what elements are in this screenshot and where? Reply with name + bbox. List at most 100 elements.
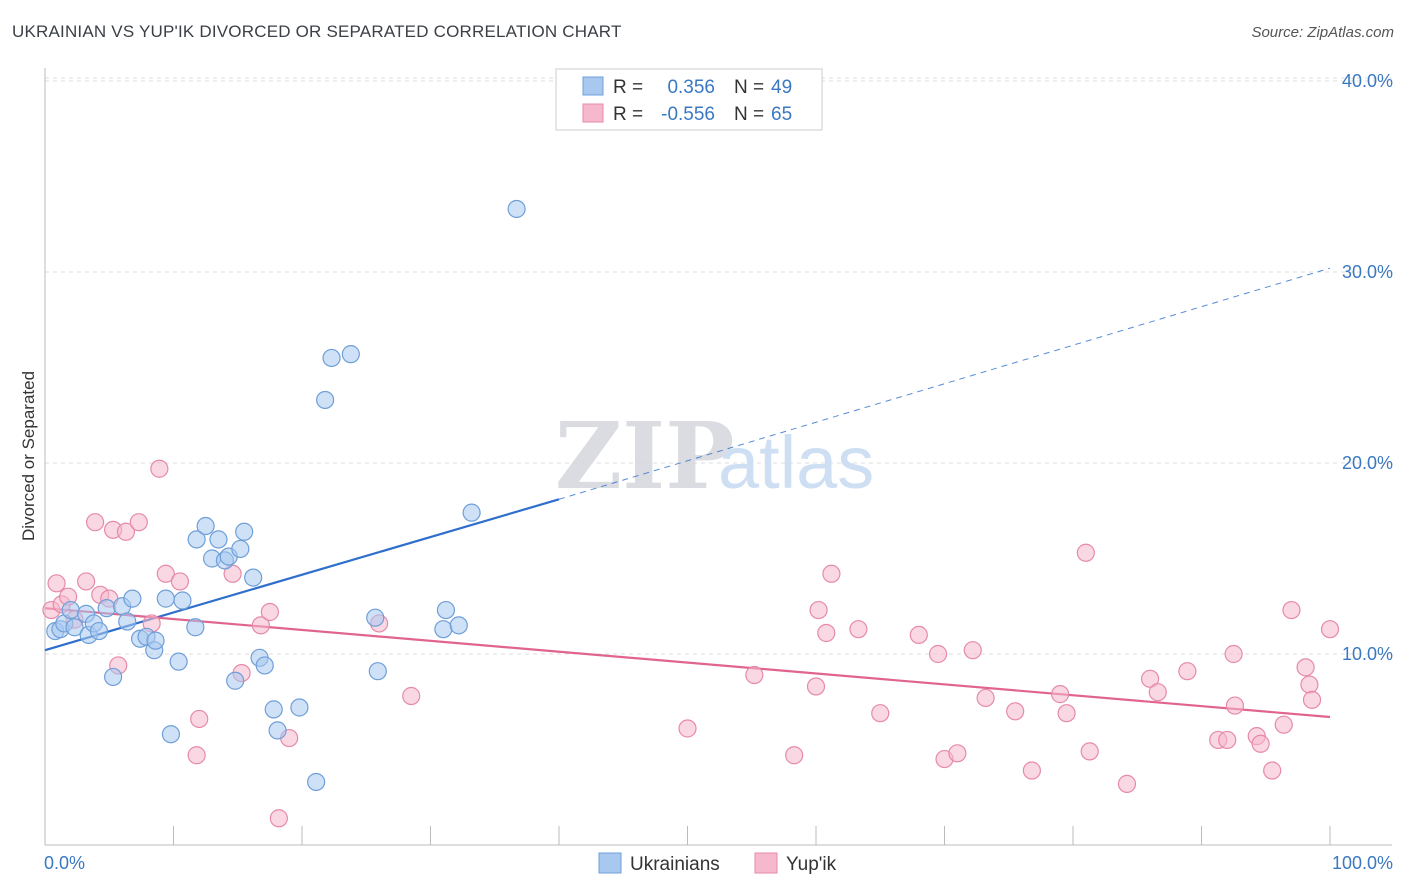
x-axis-ticks: [44, 826, 1331, 845]
ukrainians-point: [89, 621, 109, 641]
yupik-point: [269, 809, 288, 828]
legend-swatch-ukrainians: [582, 76, 604, 96]
yupik-point: [1117, 774, 1137, 793]
legend-r-value-2: -0.556: [661, 104, 715, 125]
ukrainians-point: [235, 522, 254, 541]
yupik-point: [190, 709, 209, 729]
x-tick-label-max: 100.0%: [1332, 853, 1393, 873]
ukrainians-point: [322, 348, 341, 368]
legend-swatch-yupik: [582, 103, 604, 123]
ukrainians-point: [161, 725, 181, 744]
legend-n-value-2: 65: [771, 104, 792, 125]
yupik-point: [785, 746, 804, 765]
chart-title: UKRAINIAN VS YUP'IK DIVORCED OR SEPARATE…: [12, 22, 622, 41]
y-axis-title: Divorced or Separated: [19, 371, 38, 541]
y-axis-tick-labels: 10.0% 20.0% 30.0% 40.0%: [1342, 71, 1393, 664]
yupik-point: [1076, 543, 1095, 562]
yupik-point: [251, 616, 270, 635]
ukrainians-point: [434, 620, 453, 639]
bottom-legend-swatch-ukrainians: [598, 852, 622, 874]
yupik-point: [1218, 730, 1237, 750]
ukrainians-point: [169, 652, 188, 671]
yupik-point: [976, 688, 995, 708]
ukrainians-point: [255, 656, 274, 675]
yupik-point: [1080, 742, 1099, 761]
ukrainians-point: [187, 530, 206, 549]
x-tick-label-min: 0.0%: [44, 853, 85, 873]
ukrainians-point: [462, 503, 481, 522]
yupik-point: [116, 522, 136, 541]
ukrainians-point: [97, 599, 116, 618]
yupik-point: [187, 746, 206, 765]
yupik-point: [1263, 761, 1282, 780]
yupik-point: [1057, 704, 1076, 723]
yupik-point: [948, 744, 967, 763]
trend-line-ukrainians-extended: [558, 267, 1331, 500]
yupik-point: [1225, 696, 1245, 715]
correlation-legend: R = 0.356 N = 49 R = -0.556 N = 65: [555, 68, 823, 131]
yupik-point: [223, 564, 242, 583]
ukrainians-point: [104, 667, 123, 687]
ukrainians-point: [244, 568, 263, 587]
yupik-point: [1296, 658, 1315, 677]
y-tick-label: 40.0%: [1342, 71, 1393, 91]
watermark-zip: ZIP: [555, 402, 734, 510]
yupik-point: [963, 641, 982, 660]
ukrainians-point: [209, 530, 228, 549]
source-label: Source: ZipAtlas.com: [1251, 24, 1394, 41]
yupik-point: [1274, 715, 1293, 734]
ukrainians-point: [268, 721, 287, 740]
yupik-point: [47, 574, 66, 593]
yupik-point: [170, 572, 190, 591]
yupik-point: [1140, 669, 1160, 688]
yupik-point: [909, 625, 928, 645]
yupik-point: [1178, 662, 1197, 681]
ukrainians-point: [196, 516, 215, 536]
ukrainians-point: [173, 591, 192, 610]
yupik-point: [1006, 702, 1025, 721]
yupik-point: [806, 677, 826, 696]
ukrainians-point: [368, 662, 387, 681]
yupik-point: [129, 513, 148, 532]
yupik-point: [1320, 620, 1340, 639]
yupik-point: [678, 719, 697, 738]
yupik-point: [822, 564, 841, 583]
ukrainians-point: [156, 589, 175, 608]
ukrainians-point: [226, 671, 245, 690]
yupik-point: [1300, 675, 1319, 694]
yupik-point: [86, 513, 105, 532]
ukrainians-point: [65, 618, 84, 637]
ukrainians-point: [366, 608, 385, 627]
axes: [44, 68, 1392, 846]
ukrainians-point: [231, 539, 250, 559]
yupik-point: [150, 459, 169, 478]
watermark-atlas: atlas: [718, 421, 874, 504]
legend-n-label-2: N =: [734, 104, 764, 125]
yupik-point: [745, 665, 764, 685]
yupik-point: [1302, 690, 1322, 709]
yupik-point: [77, 572, 96, 591]
legend-n-label-1: N =: [734, 77, 764, 98]
ukrainians-point: [316, 390, 335, 410]
ukrainians-point: [436, 600, 456, 620]
ukrainians-point: [264, 700, 283, 719]
yupik-point: [871, 704, 890, 723]
y-tick-label: 20.0%: [1342, 453, 1393, 473]
legend-r-value-1: 0.356: [667, 77, 715, 98]
yupik-point: [817, 623, 836, 643]
yupik-point: [1051, 685, 1070, 704]
yupik-point: [809, 600, 828, 620]
bottom-legend-label-yupik: Yup'ik: [786, 854, 837, 875]
yupik-point: [156, 564, 175, 583]
yupik-point: [1282, 600, 1301, 620]
bottom-legend-swatch-yupik: [754, 852, 778, 874]
ukrainians-point: [146, 631, 165, 650]
ukrainians-point: [341, 345, 360, 364]
yupik-point: [849, 620, 868, 639]
ukrainians-point: [449, 616, 468, 635]
legend-n-value-1: 49: [771, 77, 792, 98]
yupik-point: [1224, 644, 1243, 664]
legend-r-label-2: R =: [613, 104, 643, 125]
series-yupik-points: [42, 459, 1340, 828]
